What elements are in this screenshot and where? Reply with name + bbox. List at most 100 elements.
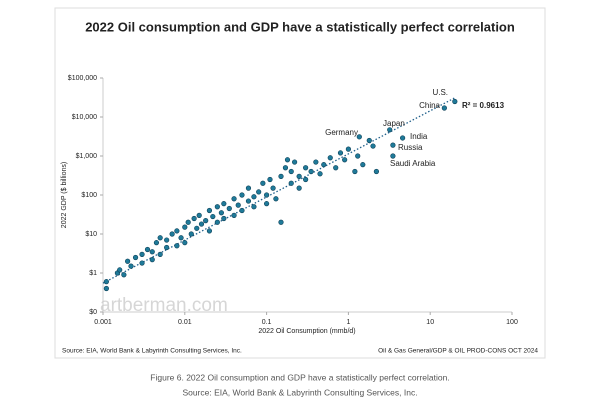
y-tick-label: $100 [81,192,97,199]
point [360,162,366,168]
point [239,192,245,198]
point [308,168,314,175]
point [182,240,188,246]
point [206,228,213,234]
point [231,212,237,218]
point [128,263,134,269]
x-axis-label: 2022 Oil Consumption (mmb/d) [258,328,355,335]
point [182,224,188,230]
point [144,246,151,253]
point [282,165,289,171]
point [239,207,245,214]
annotation: Germany [325,128,358,137]
point [366,137,372,144]
point [198,221,205,227]
point [352,168,358,175]
x-tick-label: 1 [346,319,350,326]
point [273,196,279,202]
y-tick-label: $10 [85,231,97,238]
point [370,143,376,149]
point [153,240,160,246]
point [149,249,155,255]
point [400,135,406,141]
point [226,205,232,212]
point [149,257,155,263]
annotation: Russia [398,143,423,152]
point [245,198,252,204]
y-tick-label: $0 [89,309,97,316]
caption: Figure 6. 2022 Oil consumption and GDP h… [150,372,449,382]
point [278,219,284,225]
point [251,194,257,200]
y-tick-label: $1,000 [76,153,98,160]
caption: Source: EIA, World Bank & Labyrinth Cons… [182,387,417,397]
point [235,202,241,208]
point [355,153,361,159]
point [313,159,319,165]
point [321,162,327,168]
point [164,244,170,251]
chart-title: 2022 Oil consumption and GDP have a stat… [85,19,515,34]
point [218,210,224,216]
annotation: China [419,101,440,110]
point [206,207,213,214]
point [103,279,109,285]
x-tick-label: 0.1 [262,319,272,326]
point [327,155,333,161]
point [292,159,298,165]
point [441,105,447,111]
source-left: Source: EIA, World Bank & Labyrinth Cons… [62,348,242,355]
point [103,285,109,292]
point [296,185,302,191]
point [191,215,197,222]
watermark: artberman.com [100,295,228,316]
point [245,185,252,191]
point [317,171,323,177]
annotation: R² = 0.9613 [462,101,505,110]
point [210,213,216,220]
point [169,231,175,237]
point [267,176,273,183]
point [303,165,309,171]
point [125,258,131,264]
point [256,189,262,195]
source-right: Oil & Gas General/GDP & OIL PROD-CONS OC… [378,348,538,355]
point [373,168,380,175]
point [188,231,194,237]
point [390,153,396,159]
point [139,251,145,257]
annotation: Saudi Arabia [390,159,436,168]
point [390,142,396,148]
point [296,173,302,179]
point [139,260,145,266]
point [174,228,180,234]
point [278,173,284,179]
x-tick-label: 0.001 [94,319,112,326]
point [288,180,294,186]
point [251,204,257,210]
point [270,185,276,191]
point [157,251,163,257]
point [288,168,294,175]
point [117,267,123,273]
point [185,219,191,225]
x-tick-label: 0.01 [178,319,192,326]
y-axis-label: 2022 GDP ($ billions) [61,162,68,228]
x-tick-label: 100 [506,319,518,326]
point [333,165,339,171]
point [345,146,352,152]
point [387,127,393,133]
annotation: U.S. [432,88,448,97]
point [342,157,348,163]
point [452,98,458,105]
point [214,219,220,225]
point [337,150,344,156]
point [221,215,227,222]
point [196,212,202,218]
point [164,237,170,243]
point [214,204,220,210]
x-tick-label: 10 [426,319,434,326]
point [121,272,127,278]
y-tick-label: $100,000 [68,75,97,82]
